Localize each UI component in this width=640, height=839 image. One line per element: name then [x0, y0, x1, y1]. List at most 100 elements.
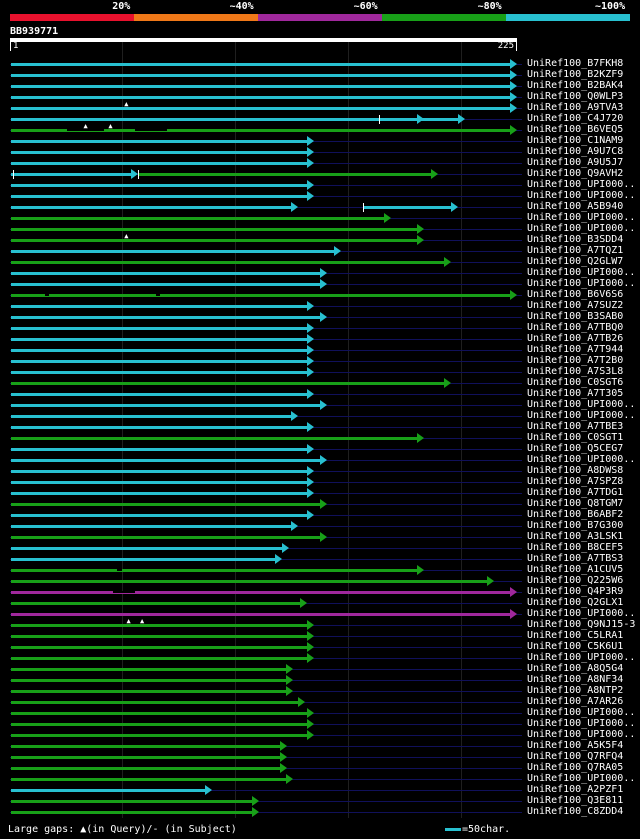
alignment-bar[interactable] [11, 162, 308, 165]
hit-label[interactable]: UniRef100_A7TB26 [527, 333, 624, 344]
alignment-bar[interactable] [11, 679, 288, 682]
hit-row[interactable]: UniRef100_C5LRA1 [0, 630, 640, 642]
hit-row[interactable]: UniRef100_A7TDG1 [0, 487, 640, 499]
hit-label[interactable]: UniRef100_A8Q5G4 [527, 663, 624, 674]
hit-label[interactable]: UniRef100_Q5CEG7 [527, 443, 624, 454]
alignment-bar[interactable] [11, 613, 511, 616]
hit-label[interactable]: UniRef100_C1NAM9 [527, 135, 624, 146]
alignment-bar[interactable] [11, 305, 308, 308]
hit-row[interactable]: UniRef100_A7T944 [0, 344, 640, 356]
hit-label[interactable]: UniRef100_A7TQZ1 [527, 245, 624, 256]
hit-label[interactable]: UniRef100_A7SUZ2 [527, 300, 624, 311]
hit-row[interactable]: UniRef100_A7T2B0 [0, 355, 640, 367]
hit-label[interactable]: UniRef100_A5B940 [527, 201, 624, 212]
hit-row[interactable]: UniRef100_C1NAM9 [0, 135, 640, 147]
alignment-bar[interactable] [11, 382, 446, 385]
hit-row[interactable]: UniRef100_Q7RFQ4 [0, 751, 640, 763]
hit-row[interactable]: UniRef100_A7TBE3 [0, 421, 640, 433]
alignment-bar[interactable] [11, 811, 254, 814]
hit-label[interactable]: UniRef100_B6V6S6 [527, 289, 624, 300]
hit-label[interactable]: UniRef100_UPI000.. [527, 707, 636, 718]
hit-row[interactable]: UniRef100_A2PZF1 [0, 784, 640, 796]
hit-row[interactable]: UniRef100_B2BAK4 [0, 80, 640, 92]
hit-label[interactable]: UniRef100_UPI000.. [527, 223, 636, 234]
alignment-bar[interactable] [11, 316, 322, 319]
hit-label[interactable]: UniRef100_A1CUV5 [527, 564, 624, 575]
hit-label[interactable]: UniRef100_A7TBQ0 [527, 322, 624, 333]
alignment-bar[interactable] [11, 668, 288, 671]
hit-row[interactable]: UniRef100_Q2GLW7 [0, 256, 640, 268]
alignment-bar[interactable] [11, 503, 322, 506]
alignment-bar[interactable] [11, 272, 322, 275]
hit-row[interactable]: UniRef100_UPI000.. [0, 190, 640, 202]
alignment-bar[interactable] [11, 481, 308, 484]
hit-label[interactable]: UniRef100_Q2GLX1 [527, 597, 624, 608]
hit-row[interactable]: UniRef100_UPI000.. [0, 212, 640, 224]
hit-row[interactable]: UniRef100_UPI000.. [0, 718, 640, 730]
hit-row[interactable]: UniRef100_Q3E811 [0, 795, 640, 807]
alignment-bar[interactable] [11, 63, 511, 66]
alignment-bar[interactable] [11, 250, 335, 253]
hit-row[interactable]: UniRef100_A8DWS8 [0, 465, 640, 477]
hit-label[interactable]: UniRef100_UPI000.. [527, 410, 636, 421]
alignment-bar[interactable] [11, 470, 308, 473]
hit-label[interactable]: UniRef100_C4J720 [527, 113, 624, 124]
hit-row[interactable]: UniRef100_Q2GLX1 [0, 597, 640, 609]
hit-row[interactable]: UniRef100_A7SPZ8 [0, 476, 640, 488]
hit-row[interactable]: UniRef100_A7S3L8 [0, 366, 640, 378]
hit-label[interactable]: UniRef100_UPI000.. [527, 267, 636, 278]
hit-label[interactable]: UniRef100_Q7RFQ4 [527, 751, 624, 762]
alignment-bar[interactable] [11, 283, 322, 286]
alignment-bar[interactable] [11, 338, 308, 341]
hit-label[interactable]: UniRef100_Q9NJ15-3 [527, 619, 636, 630]
hit-label[interactable]: UniRef100_B3SDD4 [527, 234, 624, 245]
alignment-bar[interactable] [11, 426, 308, 429]
alignment-bar[interactable] [11, 327, 308, 330]
hit-row[interactable]: UniRef100_UPI000.. [0, 278, 640, 290]
hit-row[interactable]: UniRef100_UPI000.. [0, 773, 640, 785]
hit-row[interactable]: UniRef100_B6ABF2 [0, 509, 640, 521]
hit-label[interactable]: UniRef100_A2PZF1 [527, 784, 624, 795]
alignment-bar[interactable] [11, 723, 308, 726]
hit-label[interactable]: UniRef100_Q9AVH2 [527, 168, 624, 179]
alignment-bar[interactable] [11, 85, 511, 88]
alignment-bar[interactable] [11, 393, 308, 396]
hit-row[interactable]: UniRef100_UPI000.. [0, 410, 640, 422]
hit-row[interactable]: UniRef100_Q5CEG7 [0, 443, 640, 455]
hit-label[interactable]: UniRef100_A7TBE3 [527, 421, 624, 432]
alignment-bar[interactable] [11, 525, 292, 528]
hit-row[interactable]: UniRef100_A9U7C8 [0, 146, 640, 158]
hit-row[interactable]: UniRef100_C0SGT6 [0, 377, 640, 389]
hit-label[interactable]: UniRef100_C8ZDD4 [527, 806, 624, 817]
hit-label[interactable]: UniRef100_A7T944 [527, 344, 624, 355]
hit-label[interactable]: UniRef100_B2KZF9 [527, 69, 624, 80]
hit-label[interactable]: UniRef100_UPI000.. [527, 179, 636, 190]
hit-row[interactable]: UniRef100_A1CUV5 [0, 564, 640, 576]
hit-row[interactable]: UniRef100_UPI000.. [0, 729, 640, 741]
hit-label[interactable]: UniRef100_A5K5F4 [527, 740, 624, 751]
hit-row[interactable]: UniRef100_UPI000.. [0, 608, 640, 620]
hit-row[interactable]: UniRef100_Q0WLP3 [0, 91, 640, 103]
hit-label[interactable]: UniRef100_A8NTP2 [527, 685, 624, 696]
hit-label[interactable]: UniRef100_B8CEF5 [527, 542, 624, 553]
hit-row[interactable]: UniRef100_C4J720 [0, 113, 640, 125]
alignment-bar[interactable] [11, 371, 308, 374]
hit-label[interactable]: UniRef100_B6ABF2 [527, 509, 624, 520]
alignment-bar[interactable] [11, 415, 292, 418]
hit-label[interactable]: UniRef100_A9U5J7 [527, 157, 624, 168]
hit-row[interactable]: UniRef100_UPI000.. [0, 454, 640, 466]
hit-label[interactable]: UniRef100_A7SPZ8 [527, 476, 624, 487]
alignment-bar[interactable] [11, 800, 254, 803]
hit-row[interactable]: UniRef100_UPI000.. [0, 179, 640, 191]
hit-row[interactable]: UniRef100_Q4P3R9 [0, 586, 640, 598]
hit-row[interactable]: UniRef100_C0SGT1 [0, 432, 640, 444]
alignment-bar[interactable] [11, 778, 288, 781]
alignment-bar[interactable] [11, 657, 308, 660]
hit-row[interactable]: UniRef100_B3SAB0 [0, 311, 640, 323]
alignment-bar[interactable] [11, 767, 281, 770]
hit-label[interactable]: UniRef100_A7TBS3 [527, 553, 624, 564]
alignment-bar[interactable] [11, 228, 419, 231]
alignment-bar[interactable] [11, 459, 322, 462]
hit-row[interactable]: UniRef100_A7TBS3 [0, 553, 640, 565]
hit-label[interactable]: UniRef100_B2BAK4 [527, 80, 624, 91]
